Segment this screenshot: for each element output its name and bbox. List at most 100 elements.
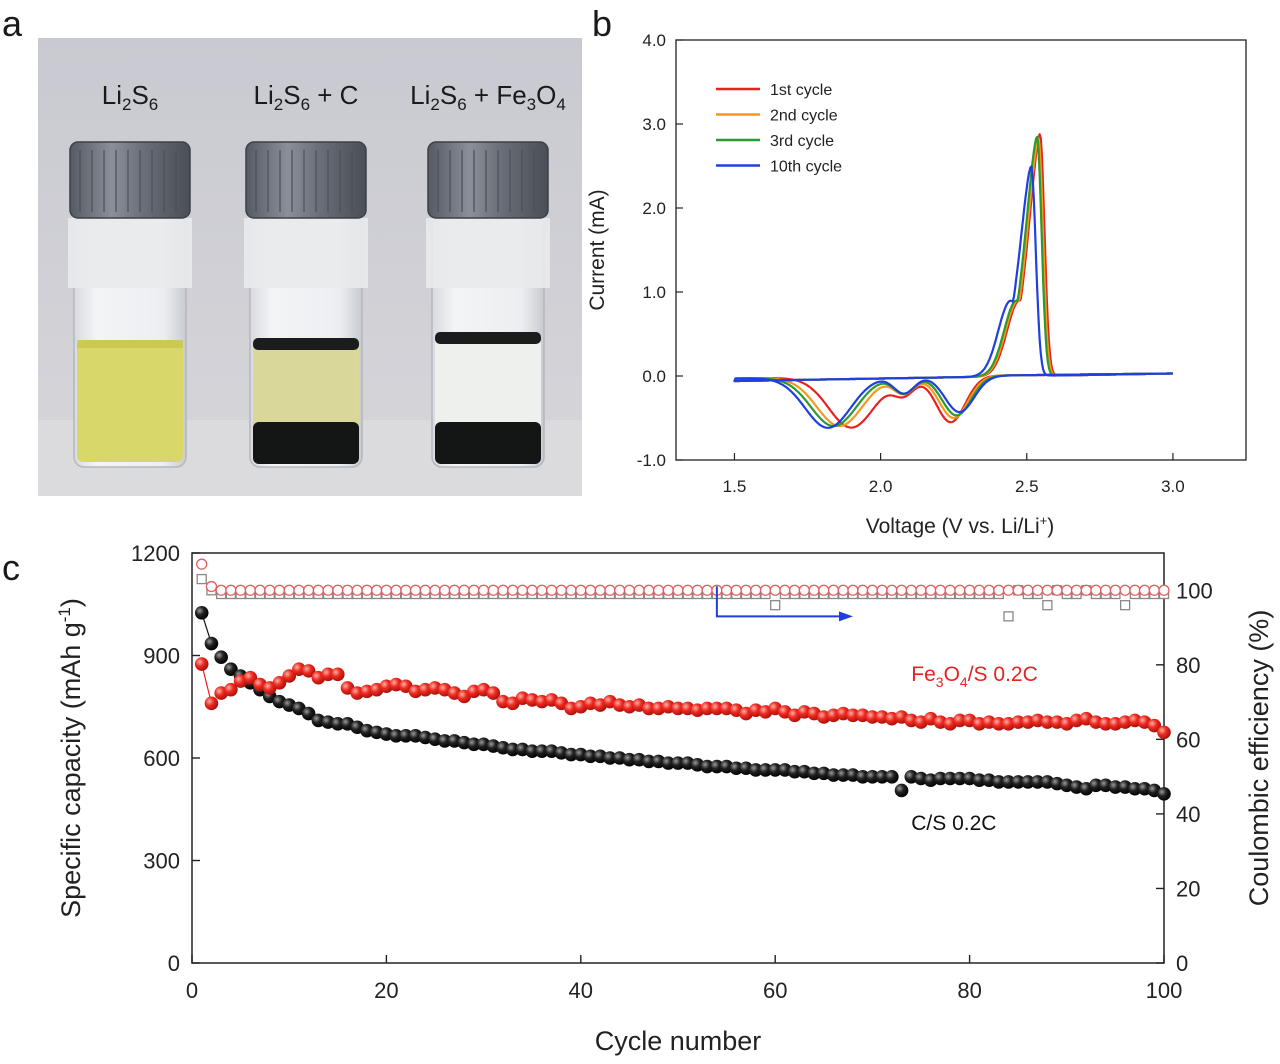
ce-axis-arrow — [715, 586, 847, 618]
fe-ce-point — [1119, 584, 1131, 596]
cs-capacity-point — [1089, 778, 1103, 793]
panel-label-c: c — [2, 547, 20, 588]
cv-axis-ticks: 1.5 2.0 2.5 3.0 -1.0 0.0 1.0 2.0 3.0 4.0 — [637, 31, 1185, 496]
fe-ce-point — [623, 584, 636, 596]
cs-capacity-point — [758, 763, 773, 777]
cs-capacity-point — [194, 605, 209, 620]
fe-capacity-point — [1011, 715, 1025, 729]
fe-ce-point — [759, 584, 772, 596]
fe-ce-point — [633, 584, 645, 596]
fe-ce-point — [215, 584, 227, 596]
cs-capacity-point — [671, 756, 685, 770]
fe-ce-point — [1080, 584, 1092, 596]
cs-capacity-point — [855, 769, 870, 784]
fe-ce-point — [458, 584, 470, 596]
fe-ce-point — [273, 584, 286, 596]
fe-ce-point — [234, 584, 247, 596]
cs-capacity-point — [525, 744, 539, 758]
fe-ce-point — [225, 584, 237, 596]
fe-ce-point — [351, 584, 363, 596]
fe-ce-point — [691, 584, 704, 596]
fe-ce-point — [555, 584, 568, 596]
cycling-y-axis-label: Specific capacity (mAh g-1) — [55, 598, 86, 918]
vial-sediment — [253, 422, 359, 464]
cv-y-tick-label: 0.0 — [642, 367, 666, 386]
fe-capacity-point — [953, 713, 967, 728]
fe-ce-point — [652, 584, 665, 596]
fe-capacity-point — [1040, 715, 1055, 729]
cs-capacity-point — [622, 752, 637, 767]
fe-ce-point — [575, 584, 587, 596]
cs-capacity-point — [748, 763, 763, 777]
vial-1: Li2S6 — [68, 80, 192, 468]
cs-capacity-point — [224, 662, 238, 676]
fe-ce-point — [361, 584, 373, 596]
cs-capacity-point — [933, 771, 948, 786]
fe-ce-point — [264, 584, 276, 596]
fe-ce-point — [293, 584, 305, 596]
cycling-y2-tick-label: 0 — [1176, 951, 1188, 976]
fe-ce-point — [1051, 584, 1063, 596]
panel-label-a: a — [2, 3, 23, 44]
dark-meniscus — [435, 332, 541, 344]
cv-legend-label: 10th cycle — [770, 159, 842, 176]
cs-capacity-point — [710, 759, 724, 774]
fe-ce-point — [954, 584, 966, 596]
fe-capacity-point — [282, 669, 297, 683]
fe-ce-point — [507, 584, 519, 596]
cycling-y-tick-label: 900 — [143, 644, 180, 669]
fe-ce-point — [643, 584, 655, 596]
vial-liquid — [77, 340, 183, 462]
cycling-x-tick-label: 20 — [374, 978, 398, 1003]
fe-ce-point — [409, 584, 422, 596]
fe-capacity-point — [301, 664, 316, 678]
fe-ce-point — [866, 584, 879, 596]
fe-capacity-point — [486, 686, 501, 700]
cs-capacity-point — [729, 761, 744, 776]
fe-ce-point — [604, 584, 616, 596]
cycling-y2-tick-label: 80 — [1176, 653, 1200, 678]
cs-capacity-point — [807, 766, 821, 781]
fe-capacity-point — [671, 701, 685, 716]
cs-series-label: C/S 0.2C — [911, 812, 996, 835]
fe-ce-point — [1148, 584, 1160, 596]
fe-ce-point — [934, 584, 947, 596]
cv-chart: 1.5 2.0 2.5 3.0 -1.0 0.0 1.0 2.0 3.0 4.0 1st cycl… — [586, 31, 1247, 538]
fe-ce-point — [1022, 584, 1034, 596]
cv-y-tick-label: 2.0 — [642, 199, 666, 218]
fe-ce-point — [536, 584, 548, 596]
fe-capacity-point — [700, 701, 714, 716]
cs-capacity-point — [865, 769, 880, 784]
cv-y-tick-label: 1.0 — [642, 283, 666, 302]
cycling-x-tick-label: 100 — [1146, 978, 1183, 1003]
fe-ce-point — [594, 584, 606, 596]
vial-tape — [68, 218, 192, 288]
cs-capacity-point — [836, 768, 851, 782]
fe-ce-point — [720, 584, 733, 596]
fe-capacity-point — [243, 670, 258, 685]
cv-x-axis-label: Voltage (V vs. Li/Li+) — [866, 513, 1055, 538]
cv-x-tick-label: 2.5 — [1015, 477, 1039, 496]
cs-capacity-point — [204, 636, 219, 651]
dark-meniscus — [253, 338, 359, 350]
cv-legend: 1st cycle 2nd cycle 3rd cycle 10th cycle — [716, 82, 842, 176]
fe-capacity-point — [642, 701, 656, 716]
cs-capacity-point — [583, 749, 598, 764]
fe-ce-point — [254, 584, 266, 596]
vial-tape — [244, 218, 368, 288]
fe-ce-point — [584, 584, 597, 596]
fe-capacity-point — [710, 701, 724, 716]
cycling-points — [194, 558, 1171, 801]
vial-2: Li2S6 + C — [244, 80, 368, 468]
vial-cap — [427, 141, 549, 219]
cv-series-4 — [733, 165, 1173, 429]
cs-capacity-point — [875, 769, 889, 784]
fe-capacity-point — [1157, 725, 1171, 740]
fe-ce-point — [516, 584, 529, 596]
cv-x-tick-label: 1.5 — [723, 477, 747, 496]
fe-ce-point — [332, 584, 344, 596]
cv-y-tick-label: 3.0 — [642, 115, 666, 134]
vial-cap — [245, 141, 367, 219]
fe-ce-point — [468, 584, 480, 596]
